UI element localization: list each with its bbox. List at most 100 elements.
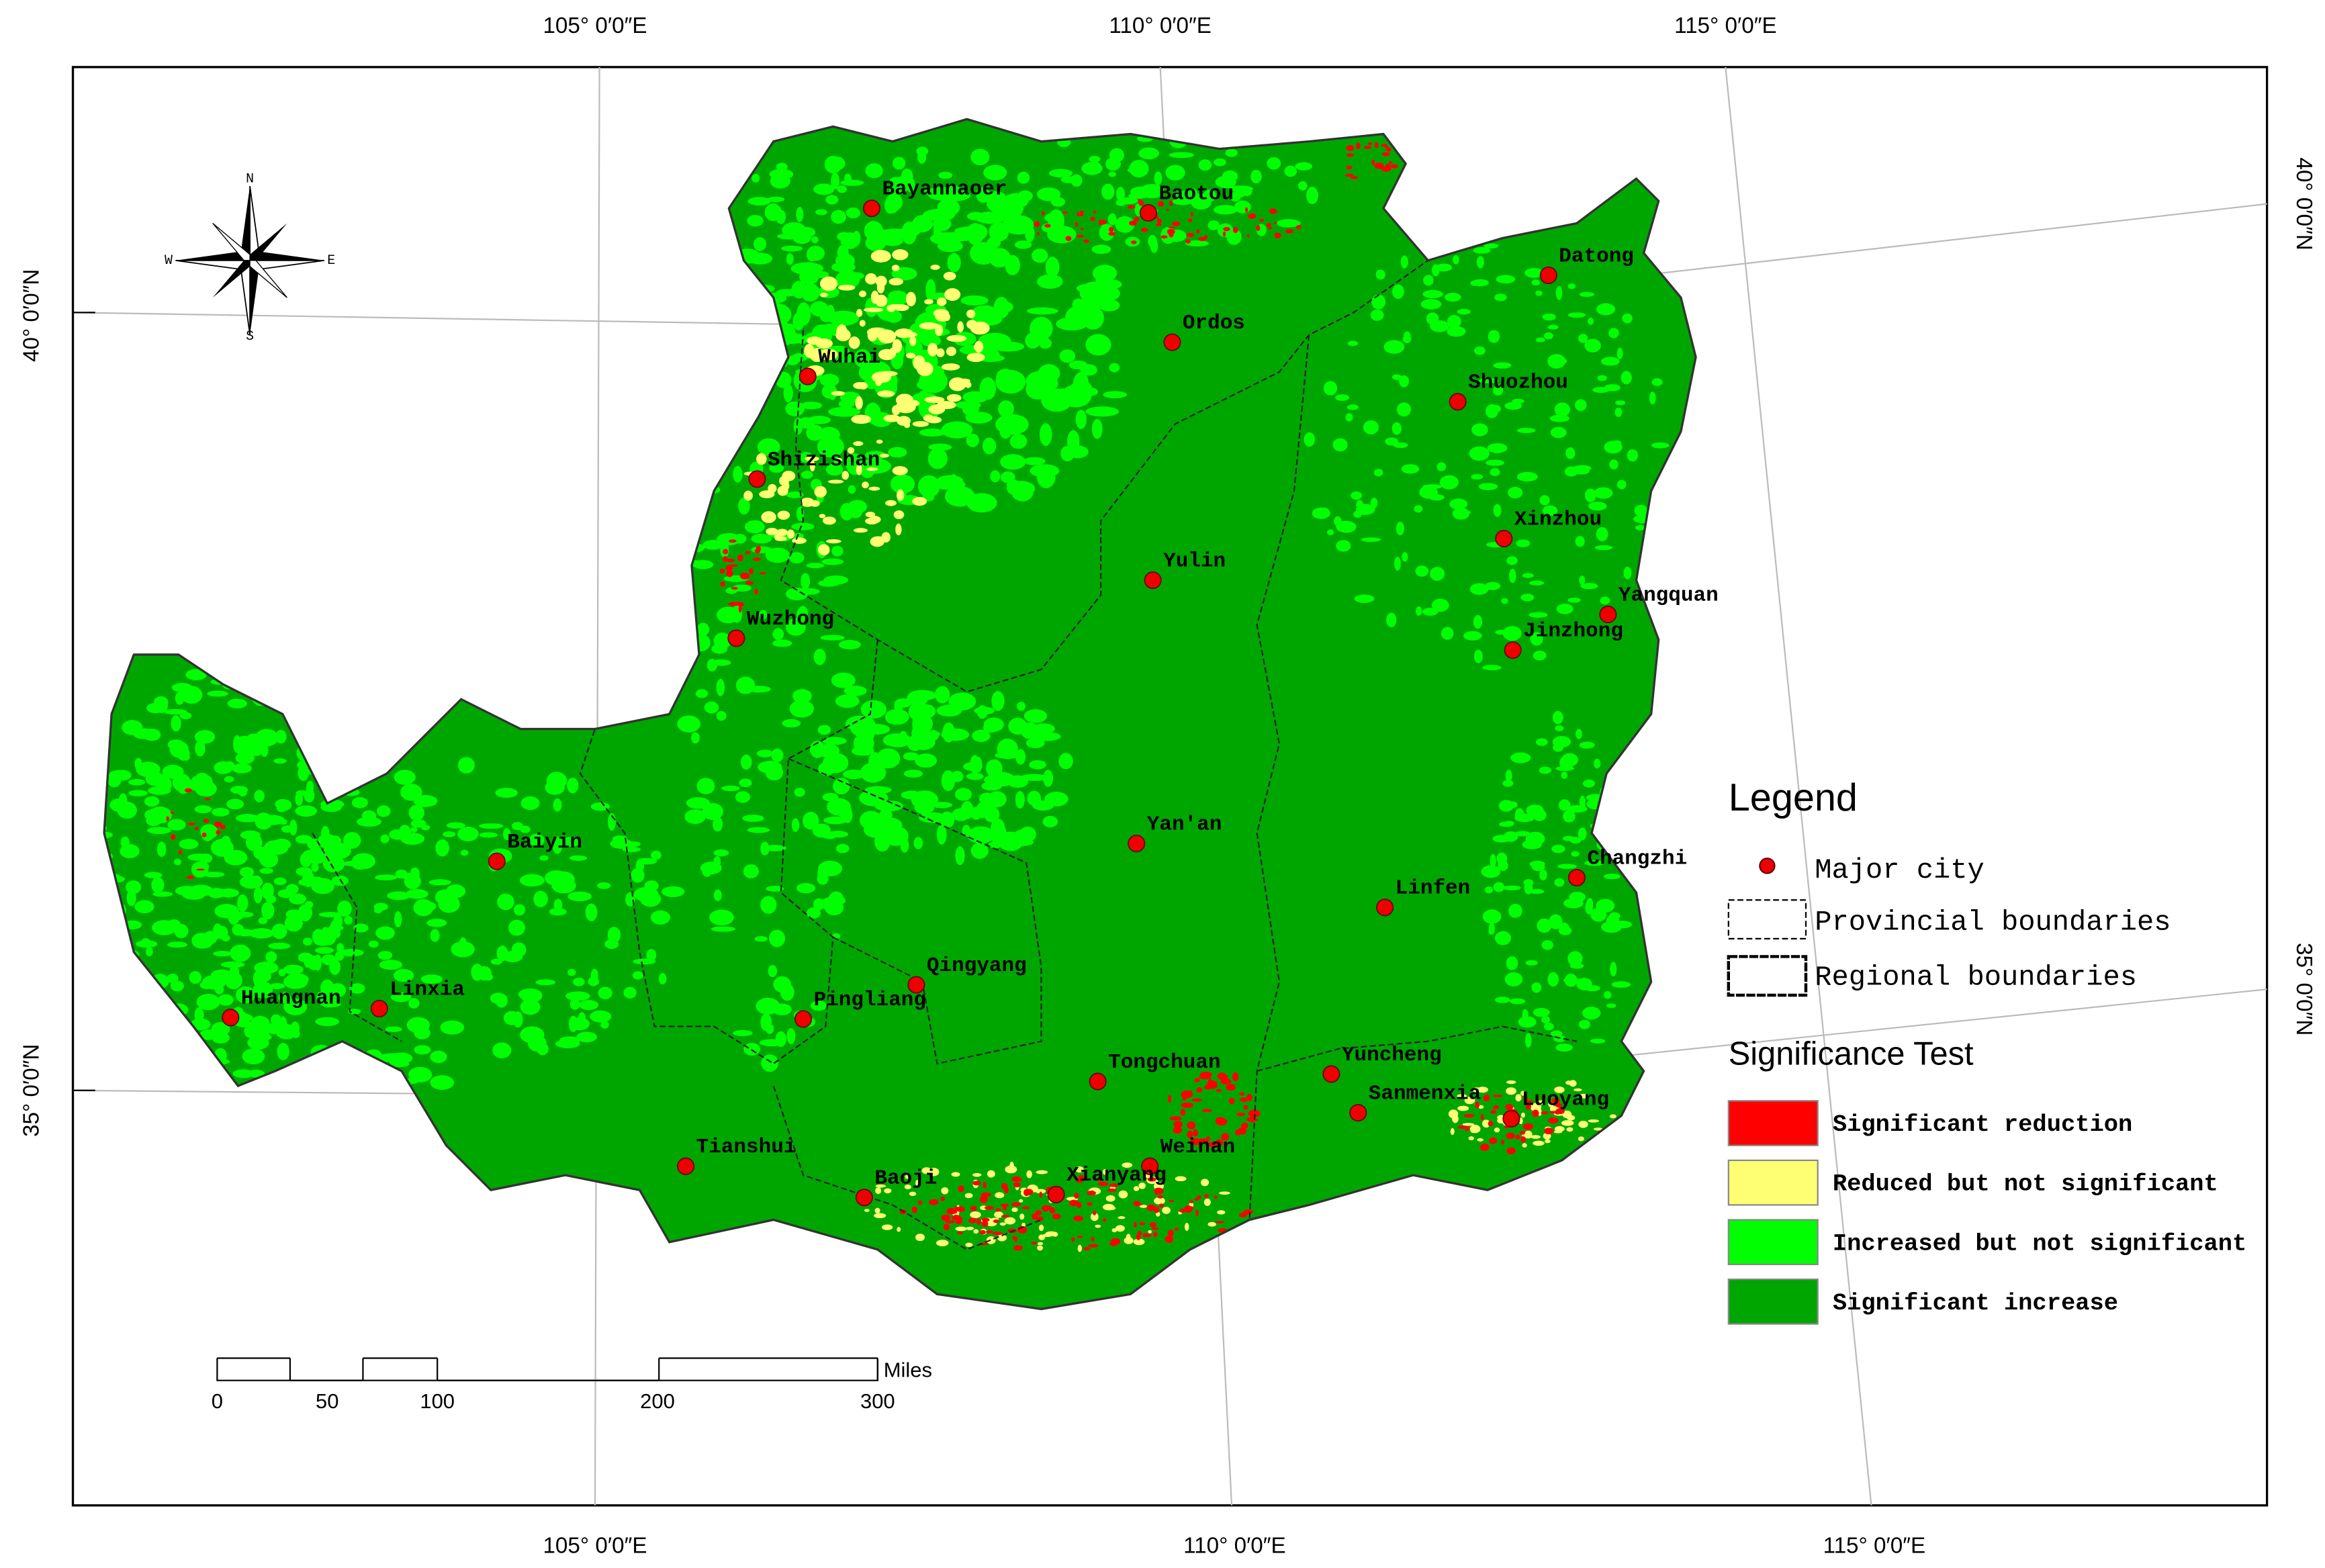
patch xyxy=(1273,222,1277,224)
patch xyxy=(738,605,742,613)
regional-symbol xyxy=(1727,955,1808,997)
patch xyxy=(833,778,850,794)
patch xyxy=(1036,1170,1048,1174)
patch xyxy=(1594,545,1613,551)
patch xyxy=(1543,332,1553,340)
patch xyxy=(224,849,248,866)
patch xyxy=(942,722,955,743)
patch xyxy=(1077,212,1080,217)
patch xyxy=(1001,1215,1010,1217)
patch xyxy=(1306,187,1318,205)
patch xyxy=(840,179,864,186)
patch xyxy=(1326,529,1334,536)
patch xyxy=(304,901,314,909)
patch xyxy=(1136,1234,1141,1240)
patch xyxy=(302,937,312,946)
patch xyxy=(862,481,869,489)
patch xyxy=(194,730,216,744)
patch xyxy=(962,825,971,837)
patch xyxy=(768,965,778,978)
patch xyxy=(1432,264,1440,277)
patch xyxy=(171,715,181,732)
city-marker xyxy=(1144,571,1162,590)
patch xyxy=(1557,864,1578,869)
patch xyxy=(1555,1044,1573,1052)
patch xyxy=(1609,459,1619,469)
patch xyxy=(1543,1127,1554,1135)
patch xyxy=(806,563,825,569)
patch xyxy=(987,772,1016,787)
patch xyxy=(338,949,364,957)
patch xyxy=(754,549,760,554)
patch xyxy=(1312,507,1330,519)
patch xyxy=(579,1000,599,1011)
patch xyxy=(865,512,876,518)
patch xyxy=(919,428,946,437)
patch xyxy=(214,761,233,774)
patch xyxy=(1588,1119,1599,1123)
patch xyxy=(819,514,826,518)
patch xyxy=(1594,758,1601,769)
patch xyxy=(1469,583,1489,595)
patch xyxy=(218,888,239,898)
patch xyxy=(973,1229,979,1234)
patch xyxy=(1471,423,1488,436)
patch xyxy=(321,1001,341,1007)
patch xyxy=(936,297,947,306)
patch xyxy=(408,1066,432,1082)
patch xyxy=(954,788,972,801)
patch xyxy=(846,207,861,219)
patch xyxy=(1187,218,1193,222)
patch xyxy=(1016,702,1026,711)
patch xyxy=(175,778,196,792)
patch xyxy=(1045,1231,1057,1237)
patch xyxy=(351,853,375,870)
patch xyxy=(917,390,930,413)
patch xyxy=(905,291,916,307)
patch xyxy=(827,310,860,326)
patch xyxy=(781,245,803,252)
patch xyxy=(1504,402,1522,410)
patch xyxy=(929,1199,939,1205)
patch xyxy=(1439,475,1459,490)
city-marker xyxy=(799,367,817,385)
patch xyxy=(912,421,929,427)
patch xyxy=(957,321,964,333)
city-label: Huangnan xyxy=(241,987,341,1011)
patch xyxy=(511,822,523,831)
patch xyxy=(772,628,784,641)
patch xyxy=(865,724,891,735)
patch xyxy=(823,737,847,745)
patch xyxy=(1478,377,1498,383)
patch xyxy=(275,1024,298,1040)
patch xyxy=(996,369,1015,385)
patch xyxy=(1014,1178,1023,1182)
patch xyxy=(1165,165,1185,181)
patch xyxy=(983,717,1004,732)
patch xyxy=(856,464,862,475)
city-marker xyxy=(1449,393,1467,411)
patch xyxy=(786,253,794,265)
patch xyxy=(991,691,1005,711)
patch xyxy=(912,215,933,233)
city-label: Tianshui xyxy=(696,1136,796,1159)
patch xyxy=(1578,827,1587,841)
patch xyxy=(1394,556,1401,571)
patch xyxy=(940,811,955,829)
patch xyxy=(735,676,756,694)
patch xyxy=(792,689,812,703)
patch xyxy=(1043,770,1054,787)
patch xyxy=(1109,1240,1118,1246)
patch xyxy=(893,176,914,191)
patch xyxy=(1036,187,1061,201)
patch xyxy=(733,602,741,606)
patch xyxy=(995,752,1021,759)
patch xyxy=(1593,1127,1603,1131)
patch xyxy=(768,483,777,494)
patch xyxy=(1456,510,1471,515)
patch xyxy=(798,606,808,621)
patch xyxy=(428,879,451,886)
city-marker xyxy=(748,470,766,488)
patch xyxy=(1622,313,1633,324)
patch xyxy=(502,828,511,840)
